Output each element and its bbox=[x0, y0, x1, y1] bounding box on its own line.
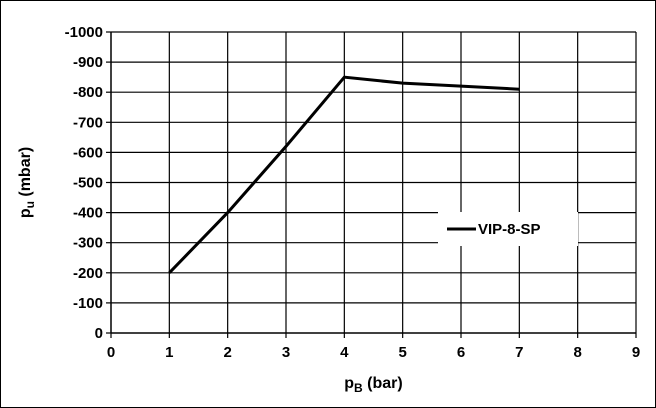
x-tick-labels: 0 1 2 3 4 5 6 7 8 9 bbox=[107, 344, 640, 361]
axes bbox=[106, 31, 637, 338]
x-tick-label: 6 bbox=[457, 344, 465, 361]
y-tick-label: -1000 bbox=[65, 24, 103, 41]
x-tick-label: 8 bbox=[573, 344, 581, 361]
x-axis-title-main: p bbox=[344, 375, 354, 392]
x-tick-label: 9 bbox=[632, 344, 640, 361]
y-tick-label: 0 bbox=[95, 325, 103, 342]
y-tick-label: -400 bbox=[73, 205, 103, 222]
x-tick-label: 0 bbox=[107, 344, 115, 361]
y-tick-label: -900 bbox=[73, 54, 103, 71]
y-axis-title: pu (mbar) bbox=[17, 147, 37, 218]
y-tick-label: -200 bbox=[73, 265, 103, 282]
x-axis-title: pB (bar) bbox=[344, 375, 402, 395]
y-axis-title-unit: (mbar) bbox=[17, 147, 34, 201]
y-tick-label: -700 bbox=[73, 114, 103, 131]
series-line bbox=[168, 75, 520, 274]
x-tick-label: 3 bbox=[282, 344, 290, 361]
x-tick-label: 7 bbox=[515, 344, 523, 361]
x-tick-label: 2 bbox=[223, 344, 231, 361]
grid bbox=[111, 31, 637, 333]
y-axis-title-main: p bbox=[17, 208, 34, 218]
y-tick-label: -100 bbox=[73, 295, 103, 312]
y-axis-title-sub: u bbox=[23, 201, 37, 208]
x-tick-label: 1 bbox=[165, 344, 173, 361]
y-tick-label: -600 bbox=[73, 144, 103, 161]
legend-label: VIP-8-SP bbox=[478, 221, 541, 238]
x-tick-label: 4 bbox=[340, 344, 349, 361]
legend: VIP-8-SP bbox=[438, 212, 578, 246]
y-tick-label: -800 bbox=[73, 84, 103, 101]
y-tick-label: -500 bbox=[73, 175, 103, 192]
y-tick-labels: 0 -100 -200 -300 -400 -500 -600 -700 -800 -900 -10… bbox=[65, 24, 103, 342]
x-tick-label: 5 bbox=[398, 344, 406, 361]
x-axis-title-sub: B bbox=[354, 381, 363, 395]
x-axis-title-unit: (bar) bbox=[363, 375, 403, 392]
y-tick-label: -300 bbox=[73, 235, 103, 252]
series-layer bbox=[168, 75, 520, 274]
